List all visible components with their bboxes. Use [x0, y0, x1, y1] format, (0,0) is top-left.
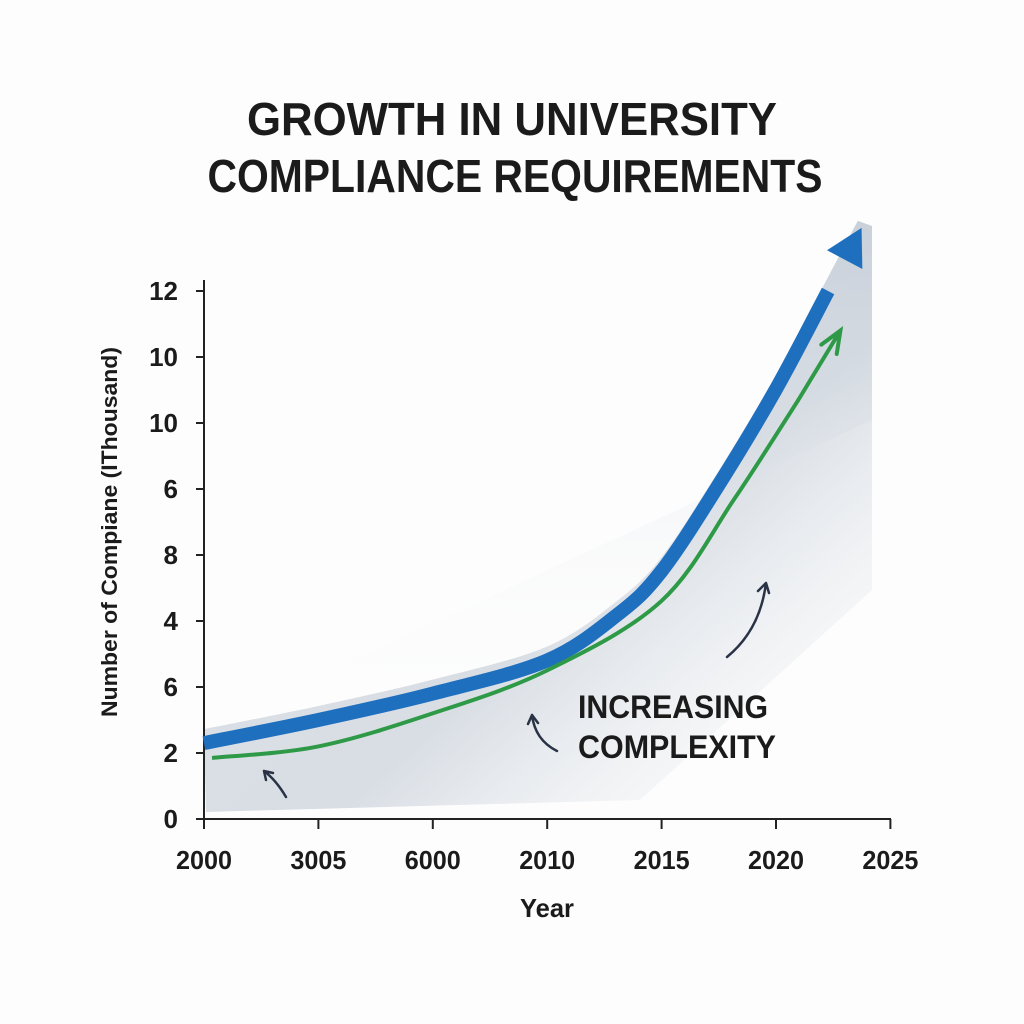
y-tick-label: 0 [164, 804, 178, 834]
series-line-blue [202, 287, 835, 750]
x-tick-label: 2015 [634, 845, 690, 875]
y-tick-label: 8 [164, 540, 178, 570]
x-tick-label: 2025 [862, 845, 918, 875]
y-axis-label: Number of Compiane (IThousand) [97, 347, 122, 717]
series-layer [202, 227, 863, 760]
shaded-area-highlight [204, 220, 872, 730]
x-tick-label: 3005 [290, 845, 346, 875]
x-tick-label: 2000 [176, 845, 232, 875]
y-tick-label: 2 [164, 738, 178, 768]
shaded-area-fill [204, 220, 872, 812]
y-tick-label: 10 [149, 408, 178, 438]
y-tick-label: 4 [164, 606, 179, 636]
small-arrow-icons [262, 581, 771, 799]
small-arrow-icon [725, 581, 771, 659]
axes: 2000 3005 6000 2010 2015 2020 2025 0 2 6 4 8 6 10 10 12 [149, 276, 918, 875]
annotation-line-2: COMPLEXITY [578, 729, 776, 765]
y-tick-label: 12 [149, 276, 178, 306]
x-tick-label: 6000 [405, 845, 461, 875]
series-arrowhead-green [796, 325, 844, 402]
y-tick-label: 6 [164, 672, 178, 702]
series-line-green [211, 398, 801, 760]
x-axis-label: Year [520, 893, 574, 923]
x-tick-label: 2010 [519, 845, 575, 875]
chart-title-line-1: GROWTH IN UNIVERSITY [247, 93, 777, 145]
small-arrow-icon [262, 769, 288, 799]
small-arrow-icon [526, 713, 559, 753]
y-tick-label: 6 [164, 474, 178, 504]
y-tick-label: 10 [149, 342, 178, 372]
series-arrowhead-blue [827, 227, 863, 270]
x-tick-label: 2020 [748, 845, 804, 875]
shaded-area [204, 220, 872, 812]
chart-title-line-2: COMPLIANCE REQUIREMENTS [208, 150, 823, 202]
annotation-line-1: INCREASING [578, 689, 768, 725]
